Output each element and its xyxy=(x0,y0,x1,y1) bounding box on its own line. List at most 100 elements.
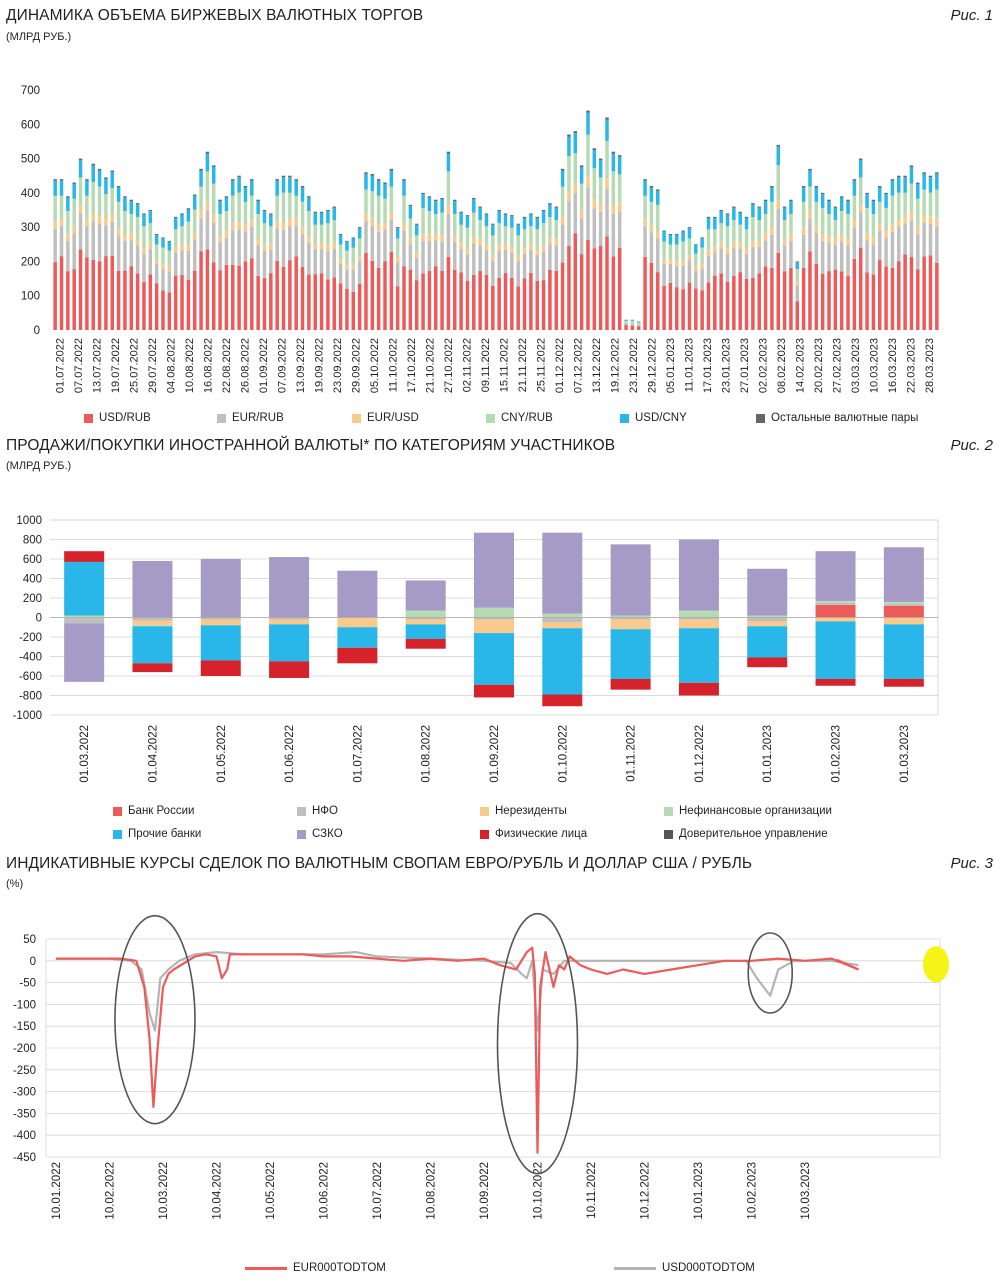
fig1-bar-segment xyxy=(916,269,920,330)
fig1-bar xyxy=(465,215,470,330)
fig1-bar-segment xyxy=(459,211,463,213)
fig1-bar-segment xyxy=(744,254,749,279)
fig1-bar-segment xyxy=(897,226,901,262)
fig1-bar-segment xyxy=(611,153,616,172)
fig1-bar-segment xyxy=(338,234,343,245)
fig1-bar-segment xyxy=(135,238,140,246)
fig1-bar-segment xyxy=(167,250,172,268)
fig2-legend-swatch xyxy=(113,829,122,839)
fig1-bar-segment xyxy=(491,285,495,330)
fig1-bar-segment xyxy=(110,221,115,256)
fig1-bar-segment xyxy=(858,247,863,330)
fig1-bar-segment xyxy=(548,217,552,238)
fig1-bar-segment xyxy=(662,241,666,259)
fig1-bar-segment xyxy=(307,274,311,330)
fig1-bar-segment xyxy=(516,286,520,330)
fig1-bar-segment xyxy=(808,218,812,252)
fig2-bar-segment xyxy=(815,604,856,618)
fig1-bar xyxy=(560,168,565,330)
fig1-bar-segment xyxy=(706,229,711,251)
fig1-bar-segment xyxy=(770,227,774,235)
fig1-bar-segment xyxy=(579,210,584,219)
fig1-bar-segment xyxy=(211,167,216,184)
fig1-bar-segment xyxy=(725,226,730,249)
fig1-bar-segment xyxy=(421,240,425,274)
fig1-bar-segment xyxy=(59,179,64,181)
fig1-bar-segment xyxy=(313,211,317,213)
fig1-bar-segment xyxy=(250,226,254,259)
fig2-legend-swatch xyxy=(297,829,306,839)
fig1-bar-segment xyxy=(78,249,83,330)
fig1-bar xyxy=(782,206,787,330)
fig3-xtick: 10.02.2023 xyxy=(747,1162,759,1220)
fig1-bar-segment xyxy=(598,211,603,247)
fig1-bar-segment xyxy=(560,262,565,330)
fig1-bar-segment xyxy=(909,167,914,184)
fig1-bar-segment xyxy=(370,260,375,330)
fig1-bar-segment xyxy=(795,268,800,282)
fig1-bar-segment xyxy=(319,248,324,274)
fig1-bar-segment xyxy=(636,326,641,330)
fig2-bar-segment xyxy=(678,610,719,618)
fig1-bar-segment xyxy=(839,241,844,272)
fig1-bar-segment xyxy=(700,290,704,330)
fig1-bar-segment xyxy=(655,231,660,239)
fig1-ytick: 400 xyxy=(21,188,40,200)
fig2-bar-segment xyxy=(474,532,514,608)
fig1-bar-segment xyxy=(852,227,857,259)
fig1-bar-segment xyxy=(814,225,819,233)
fig1-bar-segment xyxy=(655,189,660,191)
fig3-xtick: 10.07.2022 xyxy=(372,1162,384,1220)
fig1-bar-segment xyxy=(414,257,419,281)
fig2-bar-segment xyxy=(132,625,173,627)
fig1-bar-segment xyxy=(884,194,888,208)
fig1-bar-segment xyxy=(269,243,273,250)
fig1-bar-segment xyxy=(751,241,755,248)
fig1-bar xyxy=(776,144,781,330)
fig1-bar-segment xyxy=(53,180,57,196)
fig1-bar-segment xyxy=(167,271,172,293)
fig1-bar-segment xyxy=(300,187,305,202)
fig1-bar-segment xyxy=(205,151,210,154)
fig2-bar-segment xyxy=(337,627,378,648)
fig2-bar-segment xyxy=(542,628,583,695)
fig1-bar-segment xyxy=(935,189,939,219)
fig1-bar-segment xyxy=(675,234,679,235)
fig2-ytick: 1000 xyxy=(16,515,42,527)
figure-2: ПРОДАЖИ/ПОКУПКИ ИНОСТРАННОЙ ВАЛЮТЫ* ПО К… xyxy=(0,435,1007,855)
fig2-bar xyxy=(542,532,583,707)
fig1-bar-segment xyxy=(846,238,850,246)
fig1-bar xyxy=(319,211,324,330)
fig1-bar-segment xyxy=(700,238,704,248)
fig1-bar xyxy=(890,179,895,330)
fig1-bar-segment xyxy=(269,249,273,274)
fig1-bar xyxy=(738,211,742,330)
fig1-bar-segment xyxy=(516,224,520,236)
fig1-bar-segment xyxy=(675,261,679,266)
fig2-bar-segment xyxy=(883,617,924,625)
fig1-bar-segment xyxy=(72,182,76,185)
fig1-bar xyxy=(624,319,628,330)
fig1-bar-segment xyxy=(795,301,800,330)
fig1-bar-segment xyxy=(218,235,222,243)
fig1-xtick: 01.07.2022 xyxy=(54,338,66,393)
fig1-bar-segment xyxy=(211,214,216,224)
fig1-bar-segment xyxy=(72,226,76,234)
fig1-bar xyxy=(357,227,362,330)
fig1-bar-segment xyxy=(681,230,685,232)
fig1-bar-segment xyxy=(852,180,857,196)
fig1-bar-segment xyxy=(897,175,901,178)
fig1-bar-segment xyxy=(180,244,184,251)
fig1-bar-segment xyxy=(446,171,451,206)
fig1-bar-segment xyxy=(903,223,907,255)
fig2-ytick: -200 xyxy=(19,632,42,644)
fig1-bar-segment xyxy=(884,237,888,267)
fig1-bar-segment xyxy=(148,248,153,275)
fig1-bar-segment xyxy=(459,224,463,243)
fig1-bar-segment xyxy=(307,197,311,211)
fig1-bar xyxy=(877,186,882,330)
fig1-bar-segment xyxy=(351,291,356,330)
fig2-bar-segment xyxy=(132,663,173,673)
fig2-bar-segment xyxy=(474,619,514,634)
fig1-bar-segment xyxy=(871,214,876,238)
